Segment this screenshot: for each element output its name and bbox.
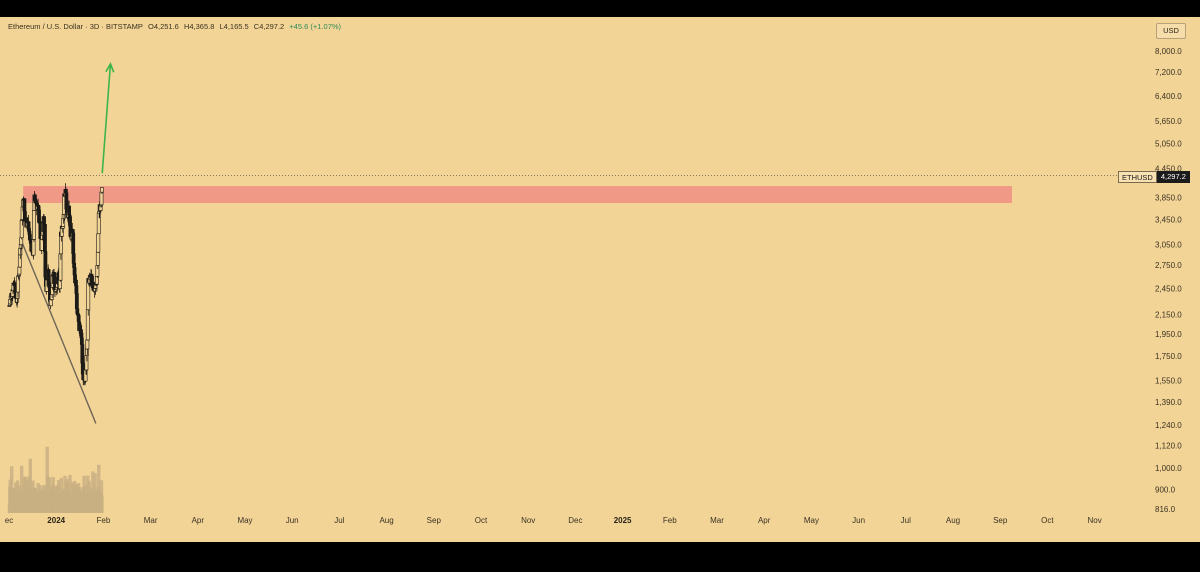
y-tick-label: 3,050.0	[1155, 240, 1182, 249]
chart-panel: 8,000.0 7,200.0 6,400.0 5,650.0 5,050.0 4,450…	[0, 17, 1200, 542]
x-tick-label: 2025	[614, 516, 632, 525]
x-tick-label: Sep	[427, 516, 442, 525]
x-tick-label: 2024	[47, 516, 65, 525]
candle	[85, 306, 90, 341]
y-tick-label: 1,750.0	[1155, 352, 1182, 361]
x-tick-label: Feb	[97, 516, 111, 525]
resistance-zone-rect[interactable]	[23, 186, 1012, 204]
volume-bar	[82, 475, 86, 513]
x-tick-label: Aug	[946, 516, 960, 525]
x-tick-label: Oct	[1041, 516, 1054, 525]
plot-area	[0, 17, 1148, 542]
x-tick-label: May	[804, 516, 819, 525]
x-tick-label: Sep	[993, 516, 1008, 525]
x-tick-label: Jun	[286, 516, 299, 525]
y-tick-label: 1,120.0	[1155, 441, 1182, 450]
candles	[7, 183, 104, 386]
x-tick-label: Nov	[521, 516, 535, 525]
volume-bar	[97, 464, 101, 513]
arrow-head-icon	[105, 62, 115, 73]
y-tick-label: 3,450.0	[1155, 216, 1182, 225]
trendline[interactable]	[20, 240, 97, 424]
y-tick-label: 7,200.0	[1155, 68, 1182, 77]
x-tick-label: Dec	[568, 516, 582, 525]
candle	[71, 229, 76, 255]
price-chart[interactable]: 8,000.0 7,200.0 6,400.0 5,650.0 5,050.0 4,450…	[0, 17, 1200, 542]
candle	[32, 209, 36, 242]
volume-bars	[7, 446, 104, 513]
y-tick-label: 1,390.0	[1155, 398, 1182, 407]
x-tick-label: Mar	[144, 516, 158, 525]
x-tick-label: Jun	[852, 516, 865, 525]
price-tag-symbol: ETHUSD	[1118, 171, 1157, 183]
y-tick-label: 1,550.0	[1155, 376, 1182, 385]
x-tick-label: Apr	[758, 516, 771, 525]
chart-header: Ethereum / U.S. Dollar · 3D · BITSTAMP O…	[8, 22, 344, 31]
x-tick-label: ec	[5, 516, 13, 525]
y-tick-label: 5,650.0	[1155, 117, 1182, 126]
y-tick-label: 2,750.0	[1155, 261, 1182, 270]
candle	[43, 223, 47, 256]
currency-button[interactable]: USD	[1156, 23, 1186, 39]
resistance-zone	[23, 186, 1012, 204]
projection-arrow	[101, 62, 115, 174]
ohlc-close: C4,297.2	[253, 22, 285, 31]
y-tick-label: 2,450.0	[1155, 284, 1182, 293]
ohlc-open: O4,251.6	[147, 22, 179, 31]
x-tick-label: May	[237, 516, 252, 525]
x-tick-label: Jul	[334, 516, 344, 525]
x-tick-label: Mar	[710, 516, 724, 525]
ohlc-high: H4,365.8	[183, 22, 215, 31]
y-tick-label: 3,850.0	[1155, 194, 1182, 203]
volume-bar	[19, 465, 24, 513]
y-tick-label: 8,000.0	[1155, 47, 1182, 56]
y-tick-label: 900.0	[1155, 485, 1176, 494]
price-change: +45.6 (+1.07%)	[289, 22, 342, 31]
x-tick-label: Aug	[379, 516, 393, 525]
y-tick-label: 6,400.0	[1155, 92, 1182, 101]
volume-bar	[28, 458, 33, 513]
price-tag-value: 4,297.2	[1156, 171, 1190, 183]
x-tick-label: Apr	[192, 516, 205, 525]
volume-bar	[59, 477, 64, 513]
x-tick-label: Jul	[901, 516, 911, 525]
volume-bar	[100, 495, 104, 513]
x-tick-label: Feb	[663, 516, 677, 525]
support-trendline	[20, 240, 97, 424]
x-axis: ec 2024 Feb Mar Apr May Jun Jul Aug Sep Oct Nov Dec 2…	[5, 516, 1102, 525]
candle	[100, 187, 104, 194]
y-tick-label: 1,950.0	[1155, 330, 1182, 339]
y-tick-label: 1,000.0	[1155, 464, 1182, 473]
y-tick-label: 5,050.0	[1155, 139, 1182, 148]
ohlc-low: L4,165.5	[219, 22, 249, 31]
x-tick-label: Nov	[1087, 516, 1101, 525]
symbol-title: Ethereum / U.S. Dollar · 3D · BITSTAMP	[8, 22, 143, 31]
y-tick-label: 2,150.0	[1155, 311, 1182, 320]
y-tick-label: 816.0	[1155, 505, 1176, 514]
y-axis: 8,000.0 7,200.0 6,400.0 5,650.0 5,050.0 4,450…	[1155, 47, 1182, 514]
last-price-tag: ETHUSD 4,297.2	[1118, 171, 1190, 183]
y-tick-label: 4,450.0	[1155, 165, 1182, 174]
projection-arrow-line[interactable]	[101, 63, 112, 174]
y-tick-label: 1,240.0	[1155, 421, 1182, 430]
x-tick-label: Oct	[475, 516, 488, 525]
